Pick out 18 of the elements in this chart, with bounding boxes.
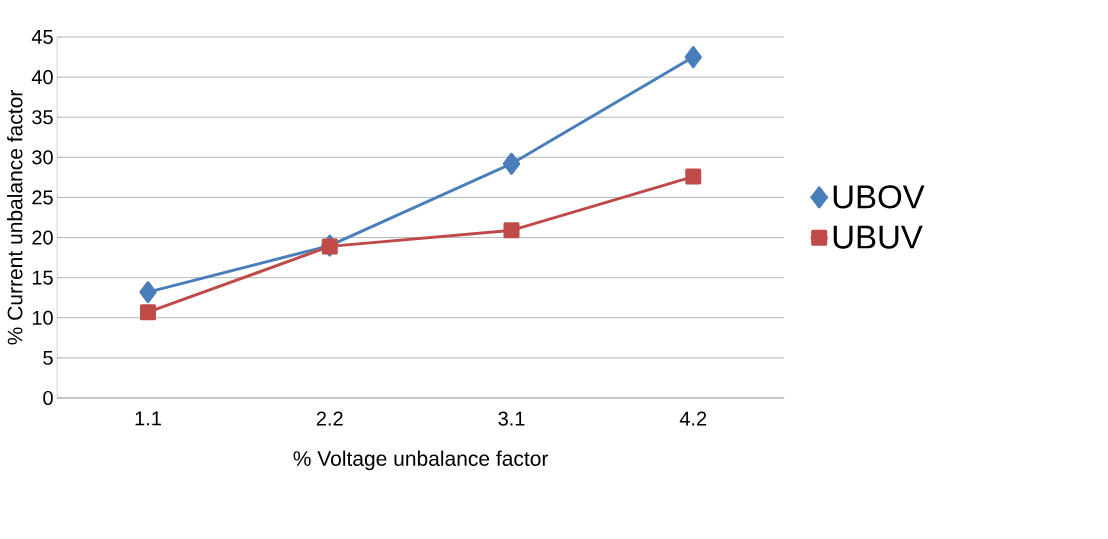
y-axis-title: % Current unbalance factor — [7, 90, 23, 345]
x-tick-label: 2.2 — [316, 411, 343, 426]
x-tick-label: 4.2 — [679, 411, 707, 426]
legend-label: UBOV — [833, 185, 925, 209]
y-tick-label: 5 — [43, 350, 53, 365]
y-tick-label: 0 — [43, 390, 53, 406]
x-axis-title: % Voltage unbalance factor — [293, 450, 549, 471]
y-tick-label: 25 — [32, 190, 53, 205]
legend-label: UBUV — [833, 225, 923, 249]
y-tick-label: 10 — [32, 310, 53, 325]
y-tick-label: 35 — [32, 110, 53, 125]
y-tick-label: 30 — [32, 150, 53, 165]
y-tick-label: 15 — [32, 270, 53, 285]
y-tick-label: 40 — [31, 70, 53, 85]
y-tick-label: 20 — [32, 230, 53, 245]
y-tick-label: 45 — [31, 30, 53, 44]
x-tick-label: 1.1 — [135, 411, 161, 426]
x-tick-label: 3.1 — [498, 411, 525, 426]
